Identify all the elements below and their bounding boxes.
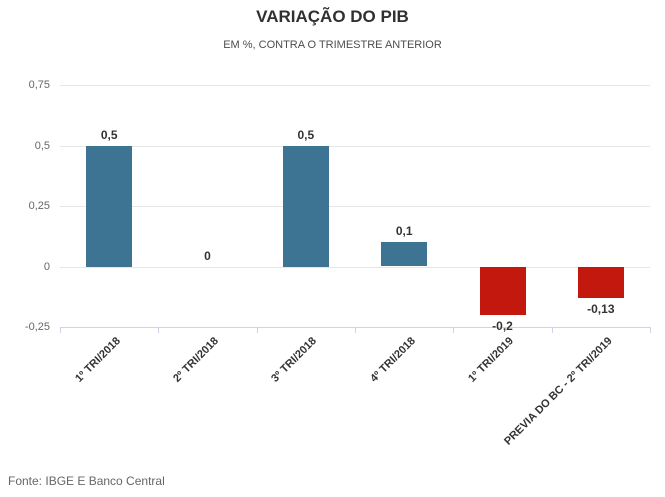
x-axis-category-label: PREVIA DO BC - 2º TRI/2019 [501, 335, 615, 448]
y-gridline [60, 85, 650, 86]
x-axis-category-label: 1º TRI/2019 [466, 335, 516, 385]
x-axis-category-label: 3º TRI/2018 [269, 335, 320, 385]
bar-value-label: 0,5 [100, 127, 118, 142]
bar-1-tri-2019[interactable] [479, 266, 526, 315]
y-gridline [60, 266, 650, 268]
x-axis-tick [453, 327, 455, 333]
chart-source: Fonte: IBGE E Banco Central [8, 474, 165, 488]
y-axis-tick-label: 0,5 [34, 139, 50, 152]
bar-value-label: 0,5 [297, 127, 315, 142]
bar-value-label: 0 [204, 248, 211, 263]
x-axis-category-label: 2º TRI/2018 [171, 335, 221, 385]
x-axis-category-label: 4º TRI/2018 [367, 335, 418, 385]
y-axis-tick-label: 0,75 [28, 79, 50, 91]
bar-previa-do-bc-2-tri-2019[interactable] [577, 266, 624, 298]
x-axis-tick [650, 327, 651, 333]
chart-subtitle: EM %, CONTRA O TRIMESTRE ANTERIOR [223, 39, 442, 51]
x-axis-tick [256, 327, 258, 333]
chart-title: VARIAÇÃO DO PIB [256, 7, 409, 26]
plot-area: 0,5 0 0,5 0,1 -0,2 -0,13 [60, 85, 651, 333]
y-axis-tick-label: 0,25 [28, 200, 50, 212]
y-gridline [60, 206, 650, 207]
x-axis-tick [158, 327, 160, 333]
y-axis-tick-label: -0,25 [24, 321, 50, 333]
y-axis-tick-label: 0 [43, 260, 50, 273]
bar-3-tri-2018[interactable] [282, 145, 329, 267]
bar-value-label: -0,2 [492, 318, 513, 333]
bar-value-label: 0,1 [395, 224, 413, 239]
bar-1-tri-2018[interactable] [86, 145, 133, 267]
x-axis-tick [551, 327, 553, 333]
y-gridline [60, 145, 650, 147]
bar-4-tri-2018[interactable] [381, 242, 428, 267]
x-axis-category-label: 1º TRI/2018 [72, 335, 123, 385]
bar-value-label: -0,13 [587, 301, 615, 316]
x-axis-tick [60, 327, 61, 333]
x-axis-tick [355, 327, 356, 333]
